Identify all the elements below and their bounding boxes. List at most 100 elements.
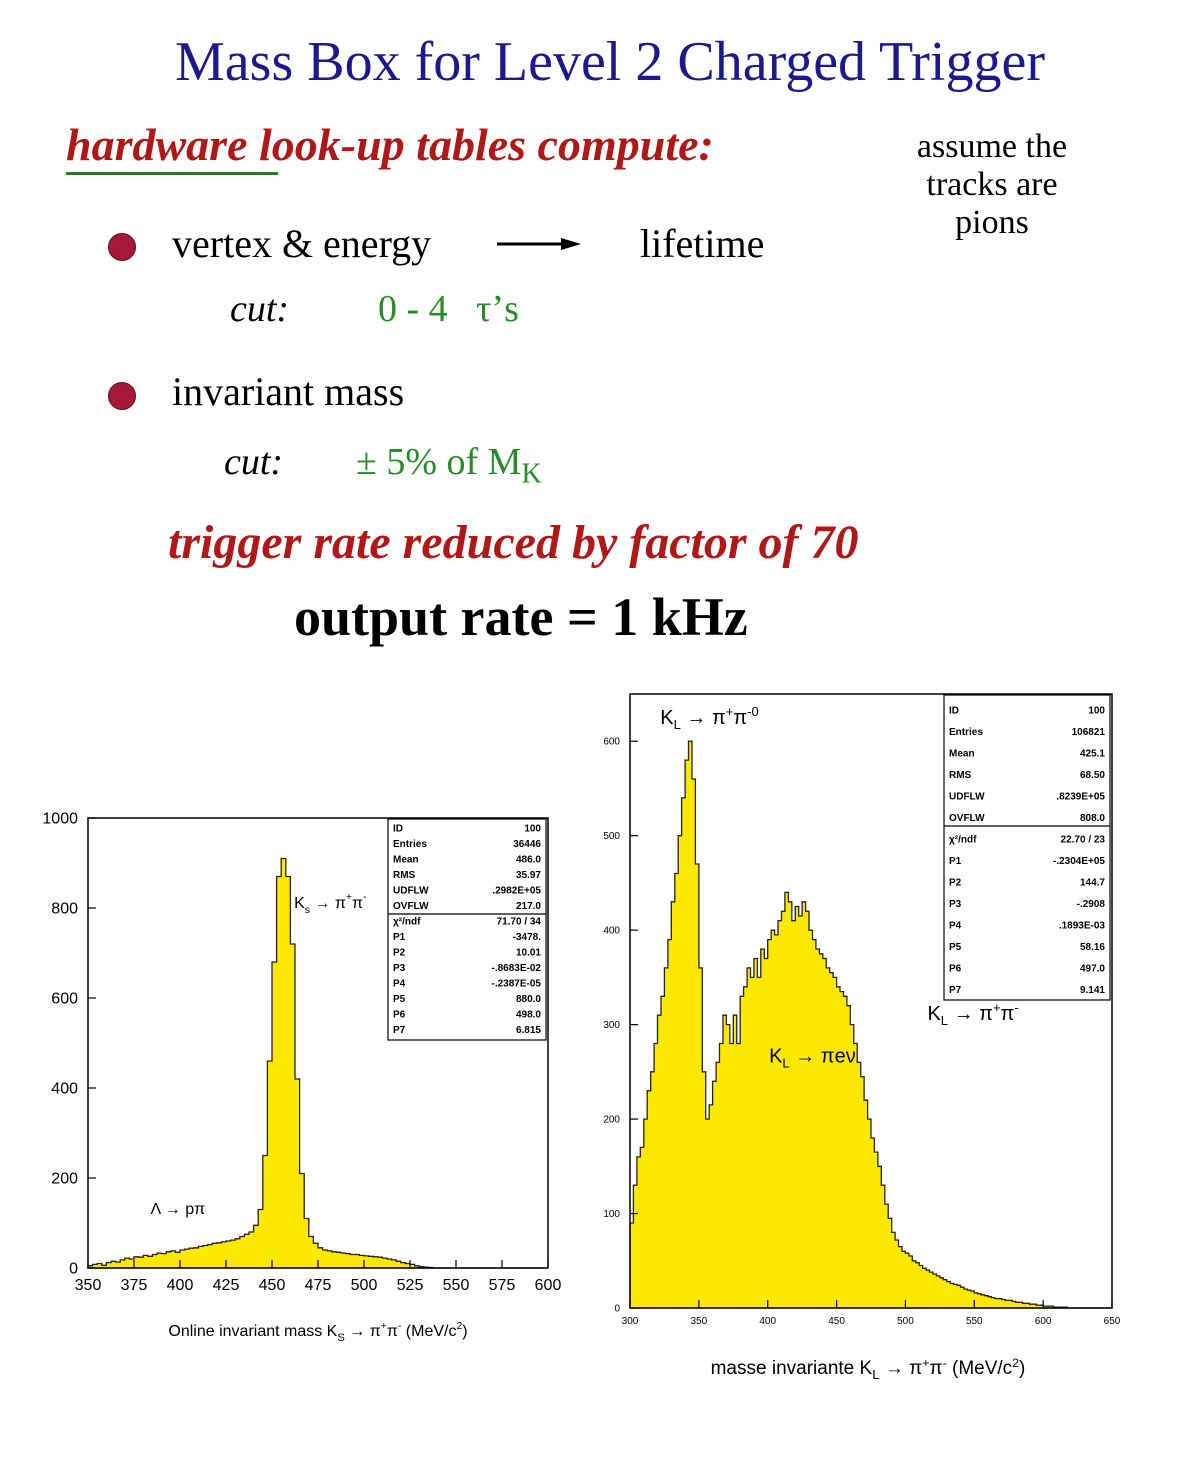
- slide-title: Mass Box for Level 2 Charged Trigger: [175, 31, 1045, 93]
- assume-line-1: assume the: [916, 128, 1068, 165]
- stats-frame: [943, 694, 1111, 1001]
- annotation-3: KL → π+π-: [927, 1000, 1018, 1028]
- annotation-2: Λ → pπ: [151, 1201, 206, 1218]
- x-axis-label-unit-sup: 2: [1012, 1356, 1019, 1370]
- stats-key: UDFLW: [949, 792, 985, 803]
- x-axis-label-sub: S: [337, 1332, 344, 1344]
- stats-key: Entries: [393, 839, 427, 850]
- stats-value: 497.0: [1080, 964, 1105, 975]
- hardware-underline: [66, 172, 278, 175]
- x-axis-label-arrow: → π: [880, 1358, 923, 1379]
- x-tick-label: 425: [213, 1277, 240, 1294]
- stats-value: 35.97: [516, 870, 541, 881]
- annotation-sub: L: [941, 1013, 948, 1028]
- plot-frame: [629, 693, 1113, 1309]
- stats-value: -.2387E-05: [492, 979, 542, 990]
- stats-value: -.2304E+05: [1053, 856, 1105, 867]
- y-tick-label: 0: [69, 1261, 78, 1278]
- x-axis-label-sub: L: [872, 1367, 879, 1382]
- stats-key: ID: [949, 706, 959, 717]
- y-tick-label: 600: [51, 991, 78, 1008]
- cut-value-2-sub: K: [521, 458, 542, 490]
- y-tick-label: 600: [603, 737, 620, 748]
- cut-label-1: cut:: [230, 288, 290, 330]
- stats-value: 9.141: [1080, 985, 1105, 996]
- stats-value: 68.50: [1080, 770, 1105, 781]
- stats-key: Mean: [949, 749, 975, 760]
- assume-line-2: tracks are: [926, 166, 1058, 203]
- cut-value-1: 0 - 4 τ’s: [378, 288, 519, 330]
- stats-key: P4: [393, 979, 406, 990]
- subheading-rest: look-up tables compute:: [247, 119, 714, 170]
- subheading: hardware look-up tables compute:: [66, 118, 714, 171]
- x-tick-label: 350: [691, 1316, 708, 1327]
- stats-key: P2: [393, 948, 406, 959]
- stats-value: .1893E-03: [1059, 921, 1106, 932]
- x-axis-label-unit: (MeV/c: [401, 1323, 456, 1340]
- x-tick-label: 650: [1104, 1316, 1121, 1327]
- x-tick-label: 600: [1035, 1316, 1052, 1327]
- stats-value: 106821: [1072, 727, 1106, 738]
- x-tick-label: 400: [759, 1316, 776, 1327]
- stats-value: .2982E+05: [492, 886, 541, 897]
- y-tick-label: 300: [603, 1020, 620, 1031]
- stats-value: 486.0: [516, 855, 541, 866]
- annotation-text: K: [294, 895, 305, 912]
- annotation-pi: π: [1001, 1003, 1015, 1025]
- bullet-1-result: lifetime: [640, 221, 765, 266]
- stats-value: 6.815: [516, 1025, 541, 1036]
- stats-value: 22.70 / 23: [1061, 835, 1106, 846]
- output-rate: output rate = 1 kHz: [294, 587, 748, 647]
- stats-value: 880.0: [516, 994, 541, 1005]
- x-tick-label: 450: [259, 1277, 286, 1294]
- stats-key: P4: [949, 921, 962, 932]
- stats-key: P7: [949, 985, 962, 996]
- annotation-sup: +: [346, 892, 352, 903]
- x-axis-label: Online invariant mass KS → π+π- (MeV/c2): [168, 1321, 467, 1344]
- stats-key: ID: [393, 824, 403, 835]
- cut-value-2-text: ± 5% of M: [356, 441, 522, 483]
- annotation-sup: -: [1014, 1000, 1018, 1015]
- stats-value: 425.1: [1080, 749, 1105, 760]
- annotation-sup: +: [726, 704, 734, 719]
- stats-key: P5: [949, 942, 962, 953]
- histogram-bars: [629, 740, 1112, 1309]
- hardware-word: hardware: [66, 119, 248, 170]
- stats-key: P1: [949, 856, 962, 867]
- annotation-text: K: [927, 1003, 941, 1025]
- stats-box: ID 100 Entries 36446 Mean 486.0 RMS 35.97 UDFLW.…: [387, 818, 547, 1041]
- stats-key: P7: [393, 1025, 406, 1036]
- x-axis-label-main: Online invariant mass K: [168, 1323, 337, 1340]
- x-axis-label-unit-sup: 2: [456, 1321, 462, 1332]
- stats-key: RMS: [949, 770, 972, 781]
- stats-key: P6: [949, 964, 962, 975]
- stats-key: χ²/ndf: [393, 917, 421, 928]
- stats-box: ID 100 Entries 106821 Mean 425.1 RMS 68.50 UDFLW…: [943, 694, 1111, 1001]
- stats-value: 808.0: [1080, 813, 1105, 824]
- annotation-2: KL → πeν: [769, 1045, 856, 1070]
- stats-key: OVFLW: [393, 901, 429, 912]
- stats-value: -3478.: [513, 932, 542, 943]
- y-tick-label: 400: [51, 1081, 78, 1098]
- stats-value: -.2908: [1077, 899, 1106, 910]
- stats-key: P5: [393, 994, 406, 1005]
- x-axis-label-main: masse invariante K: [711, 1358, 873, 1379]
- histogram-charts: 350 375 400 425 450 475 500 525 550 575 6000200400…: [42, 693, 1121, 1382]
- x-axis-label-sup: +: [381, 1321, 387, 1332]
- stats-key: RMS: [393, 870, 416, 881]
- stats-key: P3: [393, 963, 406, 974]
- assume-line-3: pions: [955, 204, 1029, 241]
- stats-value: 498.0: [516, 1010, 541, 1021]
- annotation-sup: -: [363, 892, 366, 903]
- x-tick-label: 300: [622, 1316, 639, 1327]
- annotation-pi: π: [733, 707, 747, 729]
- stats-value: 100: [524, 824, 541, 835]
- cut-label-2: cut:: [224, 441, 284, 483]
- bullet-1-text: vertex & energy: [172, 221, 432, 266]
- annotation-text: K: [769, 1045, 783, 1067]
- annotation-text: Λ → pπ: [151, 1201, 206, 1218]
- annotation-pi: π: [352, 895, 363, 912]
- x-axis-label-sup: +: [922, 1356, 929, 1370]
- stats-value: 217.0: [516, 901, 541, 912]
- annotation-rest: → π: [310, 895, 346, 912]
